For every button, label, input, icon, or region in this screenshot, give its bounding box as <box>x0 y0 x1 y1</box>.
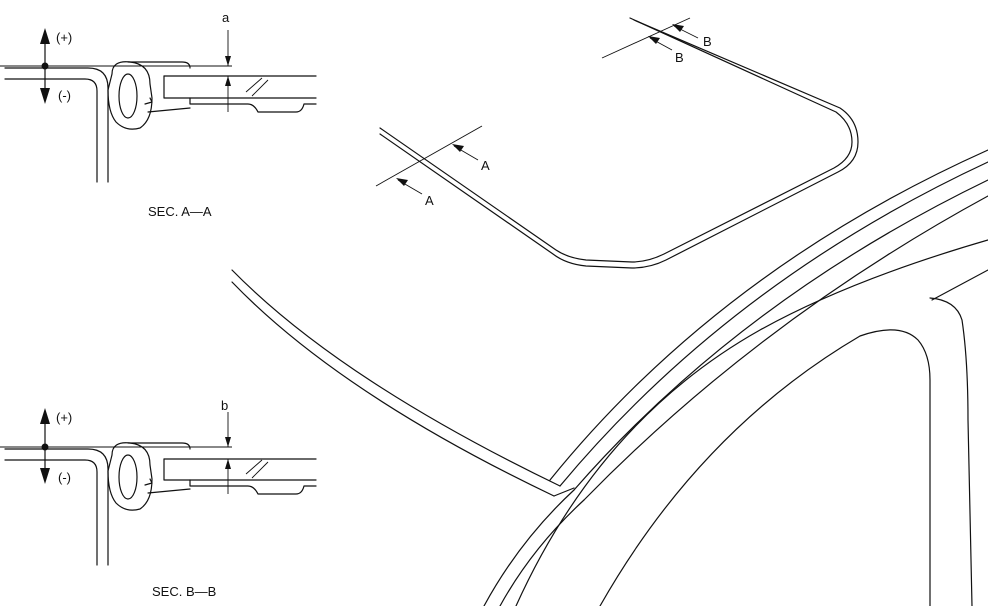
weatherstrip-a <box>107 61 191 130</box>
glass-panel-b <box>163 458 317 495</box>
cut-label-b-lower: B <box>675 50 684 65</box>
glass-panel-a <box>163 75 317 113</box>
dimension-a <box>225 30 231 112</box>
door-window-frame <box>599 269 988 606</box>
side-roof-rails <box>483 149 988 606</box>
section-a-detail: (+) (-) <box>0 10 317 219</box>
plus-label-b: (+) <box>56 410 72 425</box>
roof-panel-b <box>4 448 109 566</box>
adjust-arrow-b <box>40 408 50 484</box>
section-b-detail: (+) (-) b SEC. B—B <box>0 398 317 599</box>
cut-marker-a <box>375 125 483 195</box>
plus-label-a: (+) <box>56 30 72 45</box>
dimension-label-a: a <box>222 10 230 25</box>
roof-panel-a <box>4 67 109 183</box>
cut-label-a-upper: A <box>481 158 490 173</box>
section-title-b: SEC. B—B <box>152 584 216 599</box>
dimension-label-b: b <box>221 398 228 413</box>
minus-label-b: (-) <box>58 470 71 485</box>
cut-label-b-upper: B <box>703 34 712 49</box>
minus-label-a: (-) <box>58 88 71 103</box>
cut-label-a-lower: A <box>425 193 434 208</box>
sunroof-glass-outline <box>379 17 859 269</box>
cut-marker-b <box>601 17 699 59</box>
weatherstrip-b <box>107 442 191 511</box>
section-title-a: SEC. A—A <box>148 204 212 219</box>
dimension-b <box>225 412 231 494</box>
roof-front-edge <box>231 269 575 497</box>
